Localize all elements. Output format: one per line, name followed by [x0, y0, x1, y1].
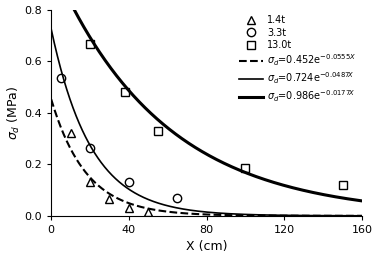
Legend: 1.4t, 3.3t, 13.0t, $\sigma_d$=0.452e$^{-0.0555X}$, $\sigma_d$=0.724e$^{-0.0487X}: 1.4t, 3.3t, 13.0t, $\sigma_d$=0.452e$^{-… — [235, 11, 360, 108]
Y-axis label: $\sigma_d$ (MPa): $\sigma_d$ (MPa) — [6, 85, 22, 140]
X-axis label: X (cm): X (cm) — [186, 240, 227, 254]
